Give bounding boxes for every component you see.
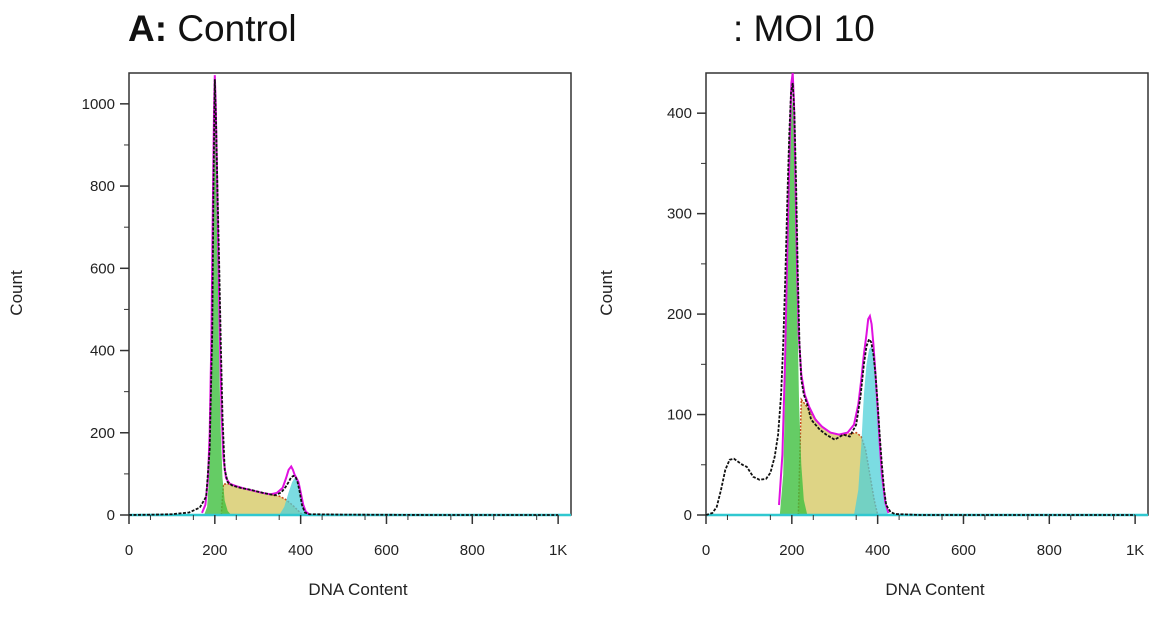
panel-b-y-tick-label: 0 (684, 507, 692, 524)
panel-a-letter: A: (128, 8, 168, 49)
panel-a-title-text: Control (177, 8, 297, 49)
panel-b-plot-frame (705, 72, 1149, 516)
panel-a-x-tick-label: 800 (460, 542, 485, 559)
panel-a-y-tick-label: 1000 (82, 96, 115, 113)
panel-b-data-line (705, 82, 1136, 516)
panel-a-plot-frame (128, 72, 572, 516)
panel-a-s-phase-area (221, 483, 303, 515)
panel-b-g2-area (854, 346, 888, 515)
panel-a-title: A: Control (128, 8, 297, 50)
panel-b-plot: 0 200 400 600 800 1K 0 100 200 300 400 DNA Content C… (597, 72, 1149, 599)
panel-b-x-axis-label: DNA Content (885, 580, 984, 599)
panel-a-y-tick-label: 200 (90, 425, 115, 442)
panel-b-x-tick-label: 200 (779, 542, 804, 559)
panel-b-x-tick-label: 800 (1037, 542, 1062, 559)
panel-b-y-tick-label: 200 (667, 306, 692, 323)
panel-b-title-text: : MOI 10 (733, 8, 875, 49)
panel-a-y-tick-label: 800 (90, 178, 115, 195)
panel-b-g1-area (779, 98, 808, 515)
panel-a-x-tick-label: 200 (202, 542, 227, 559)
panel-a-y-axis-label: Count (7, 270, 26, 316)
panel-a-plot: 0 200 400 600 800 1K 0 200 400 600 800 1000 DNA Cont… (7, 72, 572, 599)
panel-a-x-axis-label: DNA Content (308, 580, 407, 599)
panel-b-x-tick-label: 600 (951, 542, 976, 559)
panel-a-data-line (128, 79, 559, 516)
panel-b-y-tick-label: 400 (667, 105, 692, 122)
panel-b-x-tick-label: 0 (702, 542, 710, 559)
panel-b-x-tick-label: 1K (1126, 542, 1144, 559)
panel-a-y-tick-label: 0 (107, 507, 115, 524)
panel-a-y-tick-label: 400 (90, 343, 115, 360)
panel-a-x-tick-label: 400 (288, 542, 313, 559)
panel-b-y-tick-label: 300 (667, 206, 692, 223)
panel-b-y-tick-label: 100 (667, 407, 692, 424)
panel-a-x-tick-label: 600 (374, 542, 399, 559)
panel-a-x-tick-label: 1K (549, 542, 567, 559)
panel-a-x-tick-label: 0 (125, 542, 133, 559)
panel-b-title: : MOI 10 (733, 8, 875, 50)
panel-b-y-axis-label: Count (597, 270, 616, 316)
panel-a-g2-area (279, 478, 309, 515)
panel-a-y-tick-label: 600 (90, 260, 115, 277)
panel-b-x-tick-label: 400 (865, 542, 890, 559)
